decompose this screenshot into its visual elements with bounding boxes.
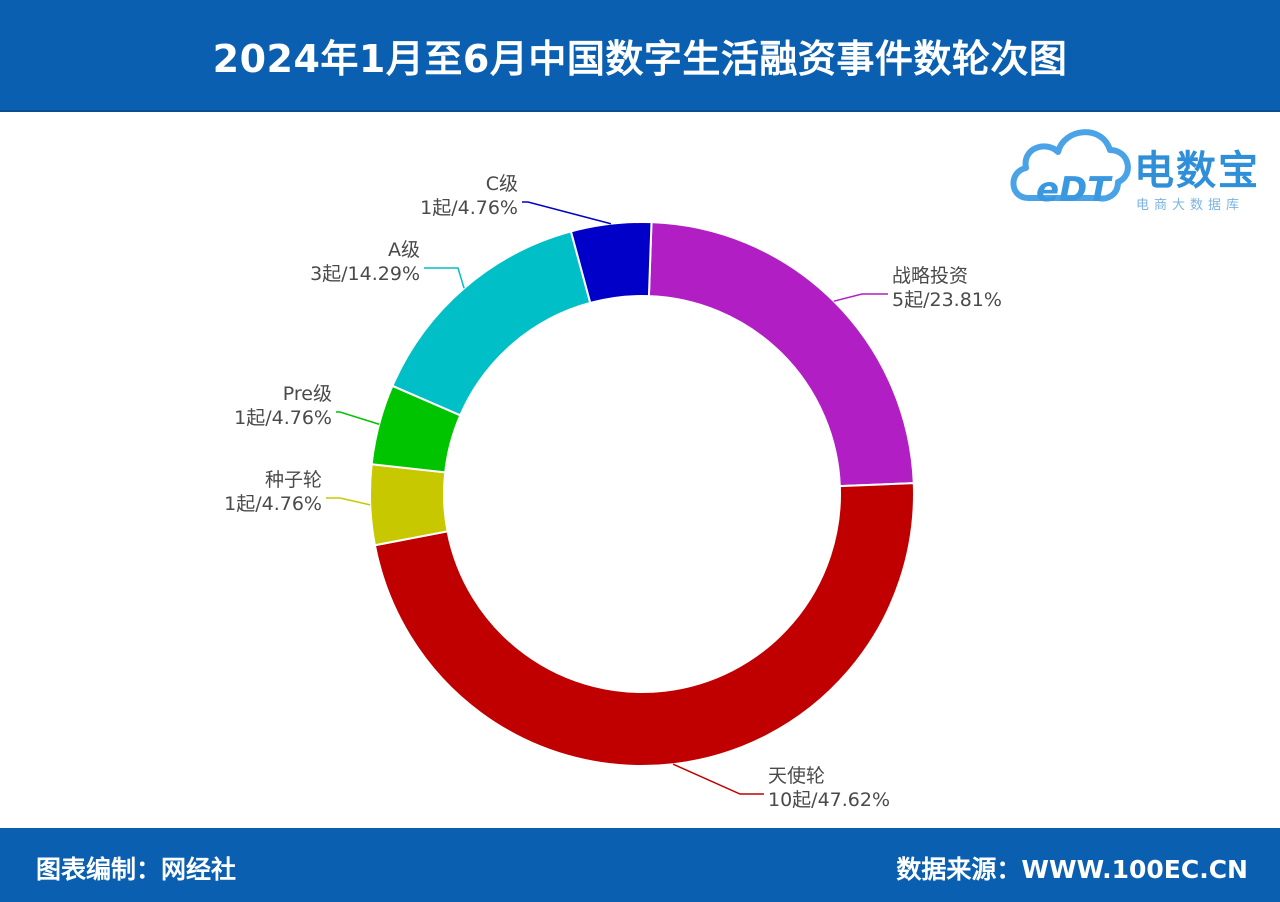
slice-value-label: 1起/4.76% (420, 197, 518, 219)
footer-bar: 图表编制：网经社 数据来源：WWW.100EC.CN (0, 828, 1280, 902)
title-bar: 2024年1月至6月中国数字生活融资事件数轮次图 (0, 0, 1280, 112)
slice-name-label: 种子轮 (265, 469, 322, 491)
logo-subtitle: 电商大数据库 (1136, 198, 1245, 213)
slice-labels: 战略投资5起/23.81%天使轮10起/47.62%种子轮1起/4.76%Pre… (224, 173, 1002, 811)
donut-slices (369, 221, 915, 767)
footer-credit: 图表编制：网经社 (36, 855, 237, 884)
slice-value-label: 1起/4.76% (234, 407, 332, 429)
slice-value-label: 1起/4.76% (224, 493, 322, 515)
chart-title: 2024年1月至6月中国数字生活融资事件数轮次图 (212, 36, 1068, 81)
slice-name-label: 天使轮 (768, 765, 825, 787)
slice-name-label: C级 (486, 173, 518, 195)
slice-name-label: 战略投资 (892, 265, 968, 287)
leader-战略投资 (833, 293, 888, 302)
leader-Pre级 (336, 411, 380, 425)
logo-brand: 电数宝 (1134, 148, 1260, 194)
slice-name-label: Pre级 (283, 383, 332, 405)
slice-C级 (569, 221, 653, 305)
brand-logo: eDT 电数宝 电商大数据库 (1006, 112, 1276, 222)
footer-source: 数据来源：WWW.100EC.CN (896, 855, 1248, 884)
slice-天使轮 (373, 482, 915, 767)
leader-天使轮 (672, 763, 764, 795)
leader-种子轮 (326, 497, 371, 506)
slice-value-label: 3起/14.29% (310, 263, 420, 285)
slice-value-label: 5起/23.81% (892, 289, 1002, 311)
slice-种子轮 (369, 463, 449, 547)
leader-lines (326, 201, 888, 795)
slice-战略投资 (647, 221, 915, 488)
slice-A级 (391, 230, 592, 417)
leader-C级 (522, 201, 612, 225)
cloud-icon (1010, 129, 1131, 202)
slice-value-label: 10起/47.62% (768, 789, 890, 811)
slice-name-label: A级 (388, 239, 420, 261)
logo-mark: eDT (1036, 170, 1111, 210)
leader-A级 (424, 267, 465, 289)
